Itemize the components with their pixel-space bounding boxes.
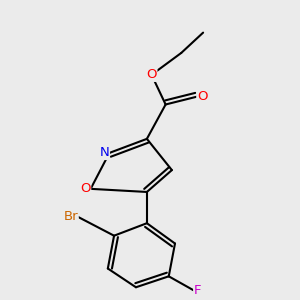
Text: O: O [197,90,207,103]
Text: F: F [194,284,201,297]
Text: O: O [80,182,91,195]
Text: Br: Br [64,211,78,224]
Text: N: N [100,146,110,159]
Text: O: O [146,68,157,81]
